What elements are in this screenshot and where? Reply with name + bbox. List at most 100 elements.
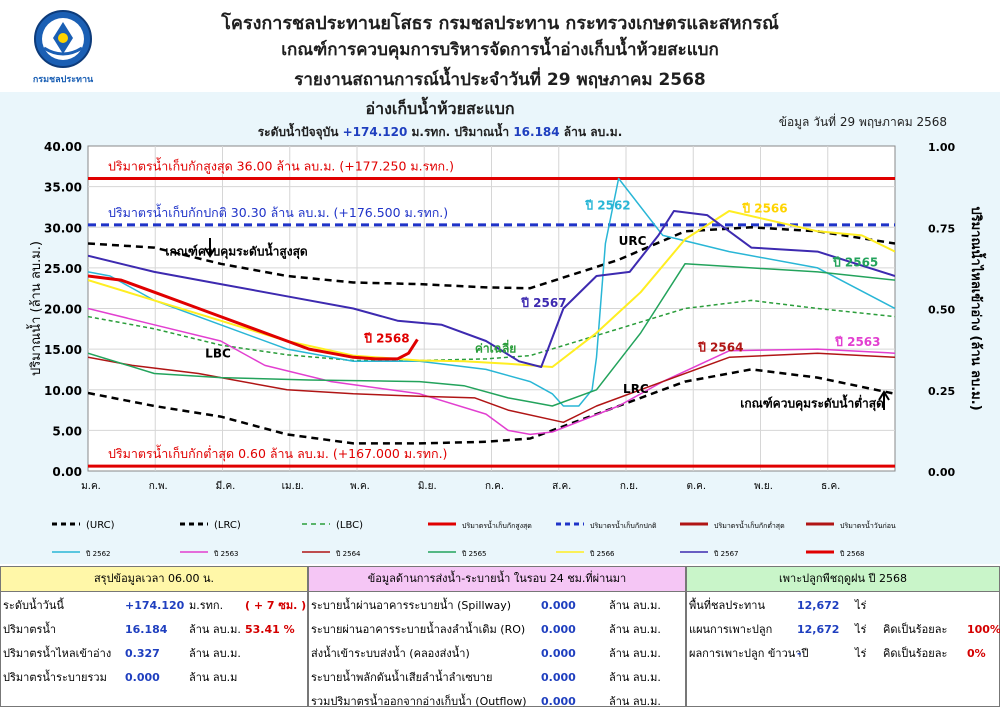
x-tick-label: พ.ค. <box>350 481 370 492</box>
series-line <box>88 177 895 407</box>
summary-value: 0.000 <box>125 671 160 684</box>
legend-label: ปริมาตรน้ำเก็บกักสูงสุด <box>462 519 532 530</box>
summary-header: สรุปข้อมูลเวลา 06.00 น. <box>1 567 307 592</box>
summary-value: 16.184 <box>125 623 168 636</box>
crop-row: แผนการเพาะปลูก 12,672 ไร่ คิดเป็นร้อยละ 100% <box>687 619 1000 641</box>
crop-value: 12,672 <box>797 599 840 612</box>
crop-panel: เพาะปลูกพืชฤดูฝน ปี 2568 พื้นที่ชลประทาน… <box>686 566 1000 707</box>
release-value: 0.000 <box>541 647 576 660</box>
series-line <box>88 263 895 407</box>
crop-label: ผลการเพาะปลูก ข้าวนาปี <box>689 647 809 660</box>
release-unit: ล้าน ลบ.ม. <box>609 599 661 612</box>
legend-label: ปี 2563 <box>214 550 239 558</box>
summary-label: ปริมาตรน้ำไหลเข้าอ่าง <box>3 647 112 660</box>
release-unit: ล้าน ลบ.ม. <box>609 647 661 660</box>
crop-label2: คิดเป็นร้อยละ <box>883 647 948 660</box>
rid-seal-icon <box>34 10 92 68</box>
legend-label: ปี 2564 <box>336 550 361 558</box>
header-subtitle: เกณฑ์การควบคุมการบริหารจัดการน้ำอ่างเก็บ… <box>281 40 719 60</box>
report-header: กรมชลประทาน โครงการชลประทานยโสธร กรมชลปร… <box>0 0 1000 92</box>
header-report-date: รายงานสถานการณ์น้ำประจำวันที่ 29 พฤษภาคม… <box>294 70 706 90</box>
summary-tables: สรุปข้อมูลเวลา 06.00 น. ระดับน้ำวันนี้ +1… <box>0 566 1000 708</box>
summary-row: ปริมาตรน้ำไหลเข้าอ่าง 0.327 ล้าน ลบ.ม. <box>1 643 307 665</box>
crop-header: เพาะปลูกพืชฤดูฝน ปี 2568 <box>687 567 999 592</box>
release-label: รวมปริมาตรน้ำออกจากอ่างเก็บน้ำ (Outflow) <box>311 695 527 708</box>
release-value: 0.000 <box>541 671 576 684</box>
release-value: 0.000 <box>541 623 576 636</box>
summary-value: +174.120 <box>125 599 185 612</box>
rid-logo <box>30 8 96 74</box>
legend-label: ปี 2568 <box>840 550 865 558</box>
down-arrow-icon <box>204 238 216 258</box>
y-tick-label: 30.00 <box>44 221 82 235</box>
release-label: ระบายผ่านอาคารระบายน้ำลงลำน้ำเดิม (RO) <box>311 623 526 636</box>
y2-tick-label: 0.50 <box>928 304 955 317</box>
chart-date-note: ข้อมูล วันที่ 29 พฤษภาคม 2568 <box>779 113 947 130</box>
summary-row: ปริมาตรน้ำระบายรวม 0.000 ล้าน ลบ.ม <box>1 667 307 689</box>
crop-label: พื้นที่ชลประทาน <box>689 599 765 612</box>
crop-unit: ไร่ <box>855 647 867 660</box>
chart-area: อ่างเก็บน้ำห้วยสะแบก ระดับน้ำปัจจุบัน +17… <box>0 92 1000 564</box>
legend-label: (URC) <box>86 520 115 531</box>
release-row: ระบายน้ำผ่านอาคารระบายน้ำ (Spillway) 0.00… <box>309 595 685 617</box>
summary-value: 0.327 <box>125 647 160 660</box>
y-tick-label: 5.00 <box>52 424 82 438</box>
summary-panel: สรุปข้อมูลเวลา 06.00 น. ระดับน้ำวันนี้ +1… <box>0 566 308 707</box>
release-panel: ข้อมูลด้านการส่งน้ำ-ระบายน้ำ ในรอบ 24 ชม… <box>308 566 686 708</box>
chart-annotation: ปี 2564 <box>698 341 744 355</box>
release-label: ระบายน้ำผ่านอาคารระบายน้ำ (Spillway) <box>311 599 512 612</box>
summary-label: ปริมาตรน้ำ <box>3 623 57 636</box>
chart-annotation: ปี 2563 <box>835 335 881 349</box>
series-line <box>88 368 895 445</box>
chart-annotation: ปี 2567 <box>521 296 567 310</box>
release-row: ส่งน้ำเข้าระบบส่งน้ำ (คลองส่งน้ำ) 0.000 ล้… <box>309 643 685 665</box>
release-unit: ล้าน ลบ.ม. <box>609 695 661 708</box>
y-tick-label: 40.00 <box>44 140 82 154</box>
chart-annotation: เกณฑ์ควบคุมระดับน้ำสูงสุด <box>165 242 308 260</box>
x-tick-label: ธ.ค. <box>821 481 840 492</box>
y2-tick-label: 1.00 <box>928 141 955 154</box>
legend-label: (LRC) <box>214 520 241 531</box>
x-tick-label: ก.พ. <box>149 481 168 492</box>
logo-caption: กรมชลประทาน <box>32 75 94 85</box>
chart-annotation: URC <box>619 234 647 248</box>
crop-label2: คิดเป็นร้อยละ <box>883 623 948 636</box>
y-tick-label: 10.00 <box>44 384 82 398</box>
summary-unit: ล้าน ลบ.ม <box>189 671 238 684</box>
legend-label: ปี 2567 <box>714 550 739 558</box>
y-tick-label: 25.00 <box>44 262 82 276</box>
x-tick-label: มิ.ย. <box>418 481 437 492</box>
crop-unit: ไร่ <box>855 599 867 612</box>
legend-label: (LBC) <box>336 520 363 531</box>
reference-line-label: ปริมาตรน้ำเก็บกักสูงสุด 36.00 ล้าน ลบ.ม.… <box>108 157 454 175</box>
release-value: 0.000 <box>541 695 576 708</box>
summary-label: ปริมาตรน้ำระบายรวม <box>3 671 107 684</box>
chart-annotation: ปี 2562 <box>585 198 631 212</box>
y2-tick-label: 0.00 <box>928 466 955 479</box>
release-row: ระบายน้ำพลักดันน้ำเสียลำน้ำลำเซบาย 0.000 ล… <box>309 667 685 689</box>
up-arrow-icon <box>878 390 890 410</box>
x-tick-label: ก.ค. <box>485 481 504 492</box>
legend-label: ปี 2565 <box>462 550 487 558</box>
release-unit: ล้าน ลบ.ม. <box>609 671 661 684</box>
release-header: ข้อมูลด้านการส่งน้ำ-ระบายน้ำ ในรอบ 24 ชม… <box>309 567 685 592</box>
y-tick-label: 20.00 <box>44 303 82 317</box>
series-line <box>88 210 895 368</box>
summary-unit: ม.รทก. <box>189 599 224 612</box>
series-line <box>88 307 895 436</box>
summary-label: ระดับน้ำวันนี้ <box>3 599 64 612</box>
y-axis-label: ปริมาณน้ำ (ล้าน ลบ.ม.) <box>26 241 44 376</box>
summary-extra: 53.41 % <box>245 623 295 636</box>
summary-row: ปริมาตรน้ำ 16.184 ล้าน ลบ.ม. 53.41 % <box>1 619 307 641</box>
y-tick-label: 35.00 <box>44 181 82 195</box>
release-row: ระบายผ่านอาคารระบายน้ำลงลำน้ำเดิม (RO) 0.… <box>309 619 685 641</box>
crop-percent: 0% <box>967 647 986 660</box>
chart-annotation: LBC <box>205 346 231 360</box>
x-tick-label: ส.ค. <box>552 481 571 492</box>
x-tick-label: ม.ค. <box>81 481 101 492</box>
chart-annotation: ปี 2565 <box>833 255 879 269</box>
crop-unit: ไร่ <box>855 623 867 636</box>
chart-annotation: ค่าเฉลี่ย <box>475 339 516 355</box>
series-line <box>88 352 895 424</box>
chart-annotation: ปี 2566 <box>742 202 788 216</box>
